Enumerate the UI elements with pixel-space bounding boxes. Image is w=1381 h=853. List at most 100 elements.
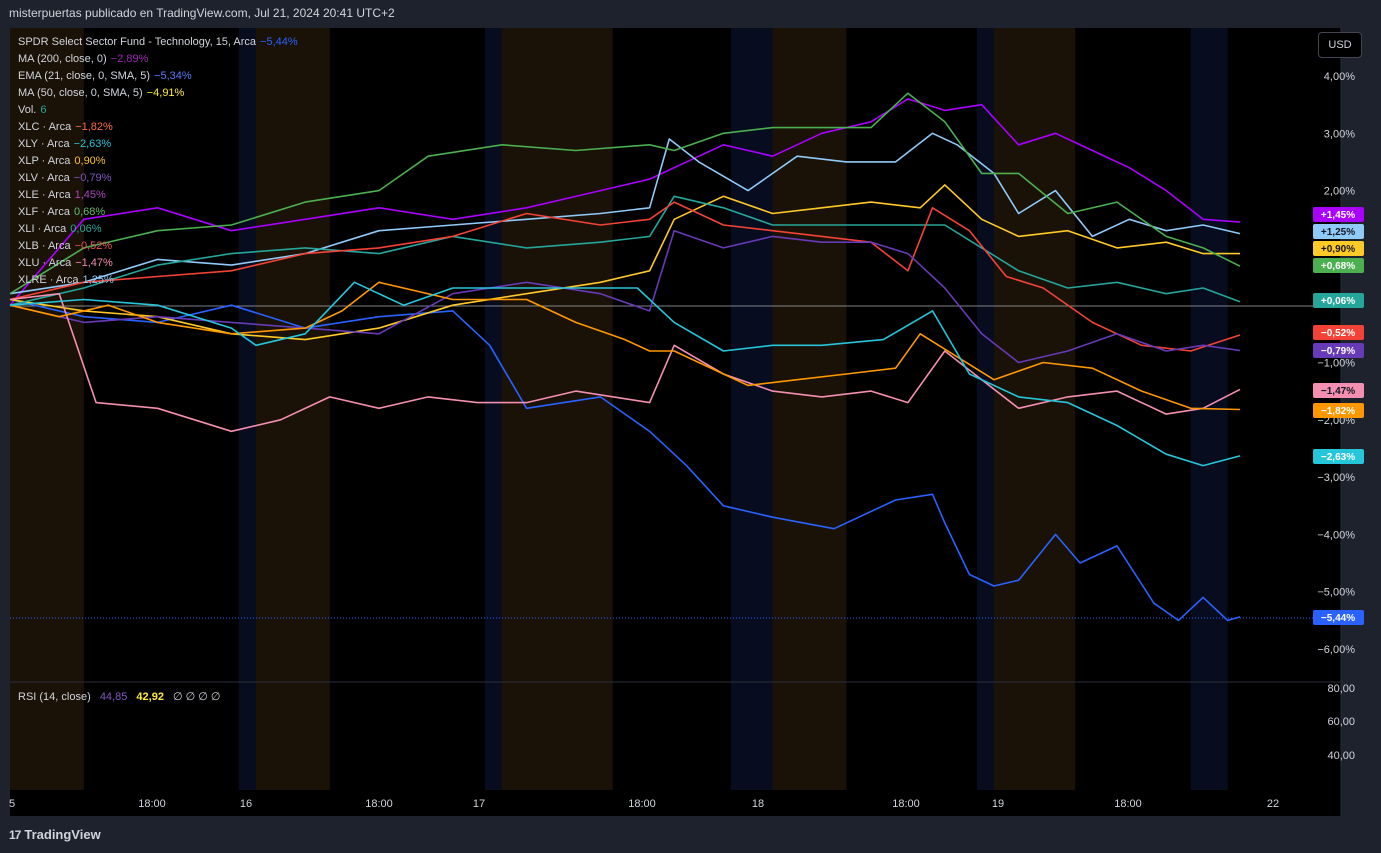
legend-item-name: XLI · Arca [18, 223, 67, 235]
legend-item-name: XLE · Arca [18, 189, 71, 201]
series-line-xly [9, 281, 1241, 467]
value-badge-text: −5,44% [1321, 613, 1355, 624]
value-badge: +0,06% [1313, 293, 1364, 308]
pre-session-band [994, 28, 1076, 790]
legend-item[interactable]: XLF · Arca 0,68% [18, 204, 298, 221]
legend-item[interactable]: Vol. 6 [18, 102, 298, 119]
currency-button[interactable]: USD [1318, 32, 1362, 58]
legend-item[interactable]: MA (50, close, 0, SMA, 5) −4,91% [18, 85, 298, 102]
pre-session-band [772, 28, 847, 790]
session-backgrounds [10, 28, 1228, 790]
x-tick-label: 18:00 [365, 798, 393, 810]
pre-session-band [256, 28, 330, 790]
legend-item[interactable]: XLY · Arca −2,63% [18, 136, 298, 153]
value-badge-text: +0,06% [1321, 296, 1355, 307]
value-badge-text: −0,79% [1321, 346, 1355, 357]
legend-item[interactable]: XLU · Arca −1,47% [18, 255, 298, 272]
legend-item-value: 6 [40, 104, 47, 116]
legend-item-name: XLU · Arca [18, 257, 72, 269]
legend-item-name: MA (200, close, 0) [18, 53, 107, 65]
legend-item[interactable]: XLC · Arca −1,82% [18, 119, 298, 136]
x-tick-label: 18:00 [892, 798, 920, 810]
legend-item-value: −1,82% [75, 121, 113, 133]
legend-item[interactable]: MA (200, close, 0) −2,89% [18, 51, 298, 68]
value-badge-box [1313, 403, 1364, 418]
y-tick-label: −3,00% [1317, 472, 1355, 484]
legend-item[interactable]: EMA (21, close, 0, SMA, 5) −5,34% [18, 68, 298, 85]
value-badge-box [1313, 293, 1364, 308]
series-line-xlre [9, 132, 1241, 295]
chart-area[interactable] [10, 28, 1341, 816]
x-tick-label: 18:00 [1114, 798, 1142, 810]
legend-item[interactable]: XLP · Arca 0,90% [18, 153, 298, 170]
value-badge-box [1313, 383, 1364, 398]
series-lines [9, 92, 1241, 622]
value-badge-box [1313, 241, 1364, 256]
legend-item[interactable]: XLI · Arca 0,06% [18, 221, 298, 238]
y-tick-label: −5,00% [1317, 587, 1355, 599]
last-value-badges: −5,44% +1,45% +1,25% +0,90% +0,68% +0,06% −0,5… [1313, 207, 1364, 625]
legend-item-value: 0,90% [74, 155, 106, 167]
value-badge-text: −0,52% [1321, 328, 1355, 339]
x-axis-ticks: 5 18:00 16 18:00 17 18:00 18 18:00 19 18:00 22 [9, 798, 1279, 810]
legend-item-name: XLF · Arca [18, 206, 70, 218]
footer-brand[interactable]: 17 TradingView [9, 827, 101, 842]
x-tick-label: 19 [992, 798, 1004, 810]
value-badge-text: +1,25% [1321, 227, 1355, 238]
legend-item-name: EMA (21, close, 0, SMA, 5) [18, 70, 151, 82]
y-tick-label: 2,00% [1324, 186, 1355, 198]
legend-item[interactable]: XLE · Arca 1,45% [18, 187, 298, 204]
series-line-spdr-select-sector-fund-technology [9, 298, 1241, 622]
rsi-tick-label: 60,00 [1327, 716, 1355, 728]
y-tick-label: 4,00% [1324, 71, 1355, 83]
legend-item-value: −2,63% [73, 138, 112, 150]
y-axis-ticks: 4,00%3,00%2,00%−1,00%−2,00%−3,00%−4,00%−… [1317, 71, 1355, 656]
legend-item[interactable]: XLRE · Arca 1,25% [18, 272, 298, 289]
legend-item[interactable]: SPDR Select Sector Fund - Technology, 15… [18, 34, 298, 51]
series-line-xlp [9, 184, 1240, 341]
legend-item-name: XLV · Arca [18, 172, 70, 184]
value-badge: +1,45% [1313, 207, 1364, 222]
published-info: misterpuertas publicado en TradingView.c… [9, 6, 395, 20]
value-badge-box [1313, 325, 1364, 340]
legend-item-value: 0,06% [70, 223, 102, 235]
value-badge: −0,52% [1313, 325, 1364, 340]
night-session-band [484, 28, 502, 790]
pre-session-band [502, 28, 613, 790]
series-line-xlc [9, 281, 1241, 411]
rsi-name: RSI (14, close) [18, 691, 91, 703]
value-badge-text: −1,82% [1321, 406, 1355, 417]
tradingview-logo-icon: 17 [9, 827, 21, 842]
legend-item[interactable]: XLB · Arca −0,52% [18, 238, 298, 255]
rsi-value-1: 44,85 [99, 691, 128, 703]
x-tick-label: 18:00 [628, 798, 656, 810]
legend-item-value: −0,52% [74, 240, 113, 252]
rsi-tick-label: 80,00 [1327, 683, 1355, 695]
legend-item-name: MA (50, close, 0, SMA, 5) [18, 87, 143, 99]
legend-item[interactable]: XLV · Arca −0,79% [18, 170, 298, 187]
legend-item-name: SPDR Select Sector Fund - Technology, 15… [18, 36, 257, 48]
value-badge: +0,90% [1313, 241, 1364, 256]
y-tick-label: −1,00% [1317, 358, 1355, 370]
legend-item-name: Vol. [18, 104, 37, 116]
legend-item-name: XLB · Arca [18, 240, 71, 252]
rsi-tick-label: 40,00 [1327, 750, 1355, 762]
series-line-xlb [9, 201, 1241, 352]
value-badge-text: −2,63% [1321, 452, 1355, 463]
series-line-xle [9, 98, 1241, 306]
series-line-xli [9, 195, 1241, 306]
value-badge: +0,68% [1313, 258, 1364, 273]
x-tick-label: 18:00 [138, 798, 166, 810]
value-badge-box [1313, 343, 1364, 358]
x-tick-label: 16 [240, 798, 252, 810]
x-tick-label: 22 [1267, 798, 1279, 810]
legend-item-value: −5,34% [154, 70, 192, 82]
brand-name: TradingView [24, 827, 101, 842]
value-badge: −0,79% [1313, 343, 1364, 358]
rsi-value-2: 42,92 [136, 691, 164, 703]
value-badge-box [1313, 207, 1364, 222]
value-badge: −5,44% [1313, 610, 1364, 625]
legend-item-name: XLY · Arca [18, 138, 70, 150]
legend-item-value: 1,25% [82, 274, 114, 286]
